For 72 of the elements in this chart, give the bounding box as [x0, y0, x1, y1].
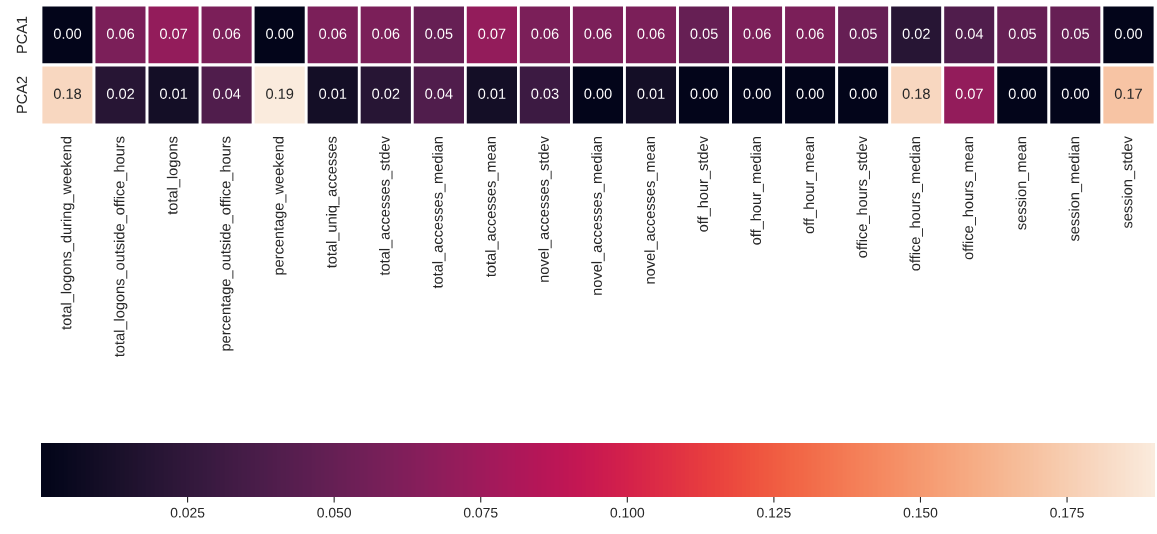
color-bar-label: 0.175 — [1050, 507, 1084, 518]
data-label: 0.00 — [1114, 28, 1143, 39]
x-tick-label: novel_accesses_stdev — [538, 136, 552, 282]
data-label: 0.04 — [213, 88, 241, 99]
data-label: 0.05 — [690, 28, 718, 39]
data-label: 0.00 — [1008, 88, 1036, 99]
data-label: 0.04 — [425, 88, 453, 99]
data-label: 0.06 — [743, 28, 771, 39]
x-tick-label: session_stdev — [1121, 136, 1136, 229]
data-label: 0.02 — [372, 88, 400, 99]
data-label: 0.04 — [955, 28, 984, 39]
data-label: 0.05 — [1008, 28, 1036, 39]
y-tick-label: PCA2 — [16, 76, 28, 113]
color-bar-label: 0.025 — [170, 507, 205, 518]
data-label: 0.07 — [955, 88, 983, 99]
data-label: 0.06 — [319, 28, 347, 39]
y-tick-label: PCA1 — [16, 16, 28, 53]
x-tick-label: session_median — [1068, 137, 1083, 242]
data-label: 0.06 — [372, 28, 400, 39]
x-tick-label: off_hour_stdev — [697, 136, 711, 232]
x-tick-label: office_hours_mean — [962, 137, 976, 260]
data-label: 0.00 — [849, 88, 877, 99]
data-label: 0.18 — [902, 88, 930, 99]
data-label: 0.05 — [1061, 28, 1090, 39]
data-label: 0.01 — [319, 88, 347, 99]
data-label: 0.06 — [637, 28, 665, 39]
data-label: 0.02 — [106, 88, 135, 99]
data-label: 0.01 — [637, 88, 665, 99]
data-label: 0.00 — [53, 28, 82, 39]
data-label: 0.05 — [849, 28, 877, 39]
x-tick-label: total_logons — [166, 136, 181, 215]
x-tick-label: total_logons_during_weekend — [60, 137, 75, 330]
data-label: 0.00 — [690, 88, 718, 99]
data-label: 0.06 — [106, 28, 135, 39]
data-label: 0.19 — [266, 88, 294, 99]
x-tick-label: percentage_weekend — [272, 137, 287, 275]
data-label: 0.17 — [1114, 88, 1142, 99]
x-tick-label: office_hours_stdev — [856, 136, 870, 258]
data-label: 0.06 — [531, 28, 559, 39]
x-tick-label: total_uniq_accesses — [325, 136, 340, 269]
color-bar-label: 0.125 — [757, 507, 791, 518]
data-label: 0.05 — [425, 28, 453, 39]
x-tick-label: session_mean — [1015, 137, 1030, 230]
data-label: 0.06 — [796, 28, 824, 39]
x-tick-label: novel_accesses_mean — [644, 137, 658, 284]
data-label: 0.03 — [531, 88, 559, 99]
color-bar-label: 0.050 — [317, 507, 351, 518]
x-tick-label: total_accesses_median — [432, 137, 446, 289]
x-tick-label: off_hour_mean — [803, 137, 817, 234]
data-label: 0.07 — [478, 28, 506, 39]
data-label: 0.00 — [1061, 88, 1090, 99]
data-label: 0.06 — [213, 28, 241, 39]
data-label: 0.07 — [160, 28, 188, 39]
data-label: 0.18 — [53, 88, 82, 99]
x-tick-label: off_hour_median — [750, 137, 764, 245]
data-label: 0.01 — [160, 88, 188, 99]
x-tick-label: total_accesses_stdev — [379, 136, 393, 276]
x-tick-label: novel_accesses_median — [591, 137, 605, 295]
data-label: 0.02 — [902, 28, 930, 39]
data-label: 0.06 — [584, 28, 612, 39]
color-bar-label: 0.100 — [610, 507, 645, 518]
data-label: 0.00 — [743, 88, 771, 99]
data-label: 0.00 — [796, 88, 824, 99]
data-label: 0.00 — [584, 88, 612, 99]
color-bar-label: 0.150 — [903, 507, 938, 518]
data-label: 0.01 — [478, 88, 506, 99]
data-label: 0.00 — [266, 28, 294, 39]
x-tick-label: total_logons_outside_office_hours — [113, 136, 128, 357]
x-tick-label: percentage_outside_office_hours — [219, 136, 234, 351]
x-tick-label: total_accesses_mean — [485, 137, 499, 277]
color-bar-label: 0.075 — [463, 507, 498, 518]
x-tick-label: office_hours_median — [909, 137, 923, 271]
